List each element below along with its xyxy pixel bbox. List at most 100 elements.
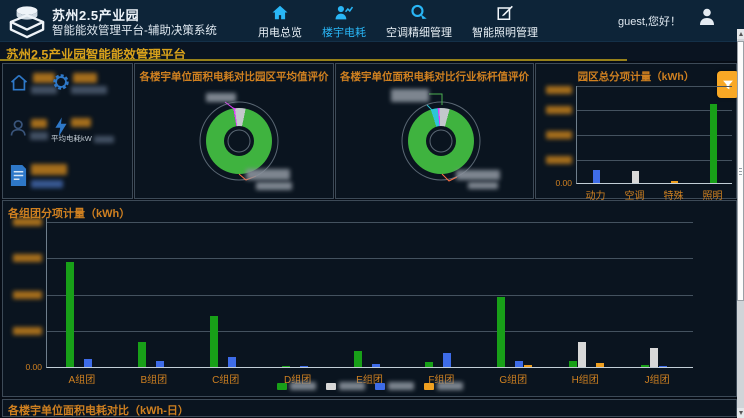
y-axis-label-blurred xyxy=(546,156,572,164)
thumb-grip xyxy=(739,168,742,169)
y-axis-label-blurred xyxy=(546,106,572,114)
app-subtitle: 智能能效管理平台-辅助决策系统 xyxy=(52,25,217,37)
main-nav: 用电总览 楼宇电耗 空调精细管理 xyxy=(258,4,538,40)
blurred-slice-label xyxy=(456,170,500,180)
bar-空调 xyxy=(632,171,639,183)
x-axis-label: A组团 xyxy=(68,375,96,386)
blurred-slice-label xyxy=(206,93,236,102)
funnel-icon xyxy=(723,80,733,89)
legend-label-blurred xyxy=(436,382,463,390)
bar-J组团-series-white xyxy=(650,348,659,367)
x-axis-label: D组团 xyxy=(283,375,312,386)
scroll-up-button[interactable] xyxy=(737,29,744,39)
chart-legend xyxy=(3,382,736,390)
blurred-label xyxy=(93,135,114,143)
x-axis-label: E组团 xyxy=(356,375,383,386)
legend-item[interactable] xyxy=(276,382,316,390)
legend-label-blurred xyxy=(387,382,414,390)
bar-G组团-series-orange xyxy=(524,365,533,367)
bar-F组团-series-green xyxy=(425,361,434,367)
panel-title: 园区总分项计量（kWh） xyxy=(577,71,695,83)
bar-H组团-series-orange xyxy=(596,362,605,367)
bar-E组团-series-blue xyxy=(371,363,380,367)
legend-item[interactable] xyxy=(325,382,365,390)
user-greeting: guest,您好！ xyxy=(618,16,681,28)
per-building-comparison-panel: 各楼宇单位面积电耗对比（kWh-日） xyxy=(2,399,737,417)
y-axis-label-blurred xyxy=(13,327,42,335)
y-axis-labels: 0.00 xyxy=(538,86,574,190)
bar-C组团-series-green xyxy=(209,315,218,367)
bar-G组团-series-green xyxy=(497,296,506,367)
legend-item[interactable] xyxy=(374,382,414,390)
legend-swatch xyxy=(276,382,287,390)
blurred-slice-label xyxy=(256,182,292,190)
blurred-slice-label xyxy=(391,89,429,102)
vertical-scrollbar[interactable] xyxy=(737,29,744,418)
bar-特殊 xyxy=(671,181,678,183)
donut-panel-industry-benchmark: 各楼宇单位面积电耗对比行业标杆值评价 xyxy=(335,63,534,199)
nav-tab-hvac-management[interactable]: 空调精细管理 xyxy=(386,4,452,40)
bar-E组团-series-green xyxy=(353,350,362,367)
app-title: 苏州2.5产业园 xyxy=(52,8,140,23)
park-metering-panel: 园区总分项计量（kWh） 动力 空调 特殊 照明 0.00 xyxy=(535,63,739,202)
bar-D组团-series-green xyxy=(281,365,290,367)
scroll-down-button[interactable] xyxy=(737,408,744,418)
bar-F组团-series-blue xyxy=(443,353,452,367)
bar-D组团-series-blue xyxy=(299,366,308,367)
bar-A组团-series-green xyxy=(65,261,74,367)
x-axis-label: B组团 xyxy=(140,375,168,386)
page-title-bar: 苏州2.5产业园智能能效管理平台 xyxy=(0,42,744,62)
filter-button[interactable] xyxy=(717,71,739,98)
y-axis-label-blurred xyxy=(13,218,42,226)
nav-tab-label: 楼宇电耗 xyxy=(322,27,366,39)
legend-label-blurred xyxy=(289,382,316,390)
user-account-icon[interactable] xyxy=(699,8,715,26)
x-axis-label: C组团 xyxy=(212,375,240,386)
group-metering-chart xyxy=(46,218,693,368)
park-metering-chart xyxy=(576,86,732,184)
blurred-label xyxy=(31,86,57,94)
blurred-value xyxy=(71,118,91,127)
document-icon xyxy=(10,165,27,186)
nav-tab-label: 空调精细管理 xyxy=(386,27,452,39)
nav-tab-building-power[interactable]: 楼宇电耗 xyxy=(322,4,366,40)
legend-swatch xyxy=(374,382,385,390)
x-axis-labels: A组团 B组团 C组团 D组团 E组团 F组团 G组团 H组团 J组团 xyxy=(46,371,693,386)
blurred-label xyxy=(71,86,107,94)
scrollbar-thumb[interactable] xyxy=(737,41,744,301)
app-logo-icon xyxy=(9,6,45,39)
header-bar: 苏州2.5产业园 智能能效管理平台-辅助决策系统 用电总览 楼宇电耗 xyxy=(0,0,744,42)
blurred-slice-label xyxy=(468,182,498,189)
x-axis-label: 特殊 xyxy=(663,191,684,202)
x-axis-label: H组团 xyxy=(571,375,599,386)
legend-label-blurred xyxy=(338,382,365,390)
arrow-down-icon xyxy=(738,411,743,415)
y-axis-labels: 0.00 xyxy=(9,218,44,372)
avg-power-label: 平均电耗kW xyxy=(51,133,114,144)
bar-H组团-series-green xyxy=(569,360,578,367)
y-axis-label-blurred xyxy=(546,86,572,94)
x-axis-labels: 动力 空调 特殊 照明 xyxy=(576,187,732,202)
blurred-value xyxy=(31,119,47,128)
donut-chart-park-average xyxy=(206,108,272,174)
x-axis-label: 照明 xyxy=(702,191,723,202)
x-axis-label: 动力 xyxy=(585,191,606,202)
blurred-label xyxy=(30,132,48,140)
nav-tab-power-overview[interactable]: 用电总览 xyxy=(258,4,302,40)
building-power-icon xyxy=(335,5,354,20)
blurred-value xyxy=(31,164,67,175)
legend-item[interactable] xyxy=(423,382,463,390)
page-title: 苏州2.5产业园智能能效管理平台 xyxy=(6,48,186,62)
arrow-up-icon xyxy=(738,32,743,36)
nav-tab-lighting-management[interactable]: 智能照明管理 xyxy=(472,4,538,40)
blurred-value xyxy=(33,73,55,83)
home-icon xyxy=(272,5,288,20)
bar-J组团-series-blue xyxy=(659,365,668,367)
group-metering-panel: 各组团分项计量（kWh） A组团 B组团 C组团 D组团 E组团 F组团 G组团 H组团 J组团… xyxy=(2,200,737,397)
panel-title: 各组团分项计量（kWh） xyxy=(8,208,131,220)
title-underline xyxy=(0,59,627,61)
bar-C组团-series-blue xyxy=(227,356,236,367)
home-stat-icon xyxy=(10,74,28,91)
gear-icon xyxy=(53,74,69,90)
